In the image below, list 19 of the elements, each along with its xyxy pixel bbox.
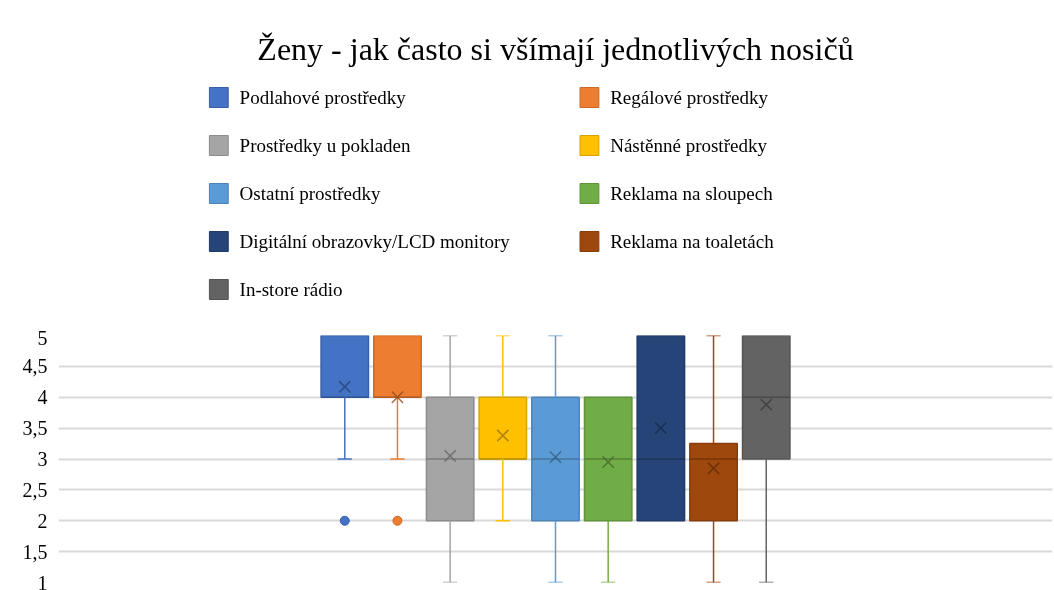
legend-label: In-store rádio bbox=[239, 279, 343, 300]
y-tick-label: 4,5 bbox=[22, 355, 48, 378]
legend-label: Nástěnné prostředky bbox=[610, 135, 768, 156]
y-tick-label: 3,5 bbox=[22, 417, 48, 440]
chart-title: Ženy - jak často si všímají jednotlivých nosičů bbox=[257, 30, 854, 67]
legend-label: Podlahové prostředky bbox=[239, 87, 407, 108]
legend-label: Reklama na sloupech bbox=[610, 183, 774, 204]
legend-label: Ostatní prostředky bbox=[239, 183, 381, 204]
y-tick-label: 3 bbox=[37, 448, 48, 470]
y-tick-label: 2,5 bbox=[22, 478, 48, 501]
legend-label: Reklama na toaletách bbox=[610, 231, 775, 252]
legend-label: Regálové prostředky bbox=[610, 87, 769, 108]
y-tick-label: 4 bbox=[37, 386, 48, 409]
legend-label: Prostředky u pokladen bbox=[239, 135, 412, 156]
legend-label: Digitální obrazovky/LCD monitory bbox=[239, 231, 511, 252]
y-tick-label: 5 bbox=[37, 326, 48, 349]
y-tick-label: 1 bbox=[37, 571, 48, 590]
y-tick-label: 2 bbox=[37, 509, 48, 532]
y-tick-label: 1,5 bbox=[22, 540, 48, 563]
